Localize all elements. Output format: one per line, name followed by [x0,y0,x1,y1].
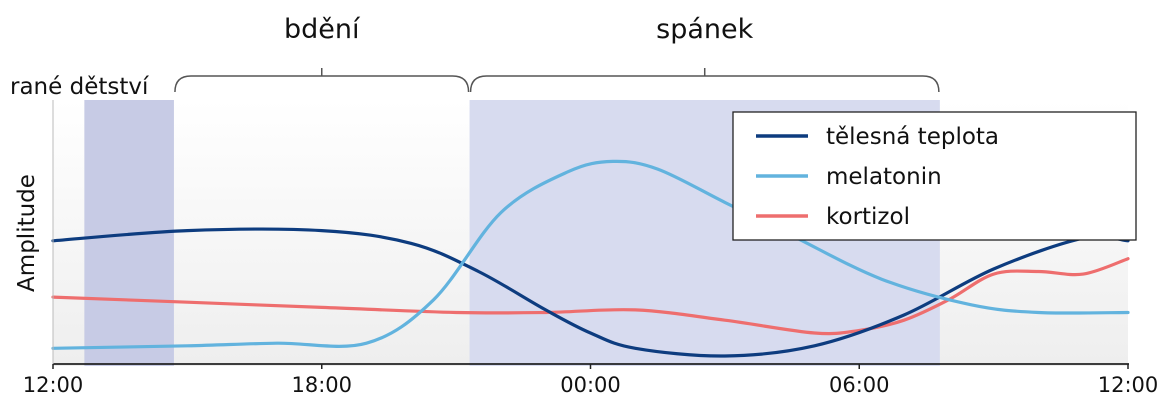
y-axis-label: Amplitude [14,174,40,292]
series-line-1 [51,159,1130,350]
early-childhood-label: rané dětství [10,74,149,100]
bracket-0 [174,68,470,93]
x-tick-label-1: 18:00 [291,373,352,397]
bracket-1 [469,68,940,93]
x-tick-label-2: 00:00 [560,373,621,397]
series-line-0 [51,227,1130,358]
series-line-2 [51,257,1130,336]
bracket-label-1: spánek [656,14,753,45]
x-tick-label-4: 12:00 [1098,373,1159,397]
legend-label-1: melatonin [826,164,942,190]
x-tick-label-0: 12:00 [23,373,84,397]
x-tick-label-3: 06:00 [829,373,890,397]
legend-label-2: kortizol [826,204,910,230]
bracket-label-0: bdění [284,14,361,45]
legend-label-0: tělesná teplota [826,124,999,150]
